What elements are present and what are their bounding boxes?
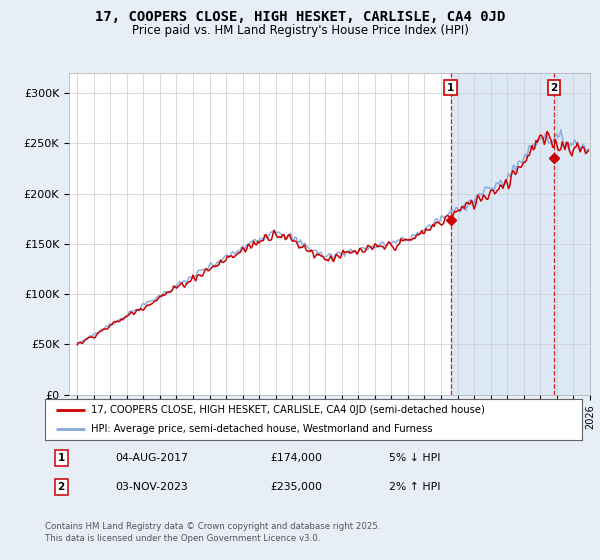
Text: 5% ↓ HPI: 5% ↓ HPI: [389, 454, 440, 464]
Text: HPI: Average price, semi-detached house, Westmorland and Furness: HPI: Average price, semi-detached house,…: [91, 424, 432, 433]
Text: Contains HM Land Registry data © Crown copyright and database right 2025.
This d: Contains HM Land Registry data © Crown c…: [45, 522, 380, 543]
Text: 17, COOPERS CLOSE, HIGH HESKET, CARLISLE, CA4 0JD (semi-detached house): 17, COOPERS CLOSE, HIGH HESKET, CARLISLE…: [91, 405, 485, 415]
Text: 1: 1: [447, 83, 454, 93]
Text: 2: 2: [550, 83, 557, 93]
Text: 2: 2: [58, 482, 65, 492]
Text: £235,000: £235,000: [271, 482, 323, 492]
Text: 04-AUG-2017: 04-AUG-2017: [115, 454, 188, 464]
Text: 03-NOV-2023: 03-NOV-2023: [115, 482, 188, 492]
Text: £174,000: £174,000: [271, 454, 323, 464]
Text: 1: 1: [58, 454, 65, 464]
Text: 17, COOPERS CLOSE, HIGH HESKET, CARLISLE, CA4 0JD: 17, COOPERS CLOSE, HIGH HESKET, CARLISLE…: [95, 10, 505, 24]
Text: 2% ↑ HPI: 2% ↑ HPI: [389, 482, 440, 492]
Text: Price paid vs. HM Land Registry's House Price Index (HPI): Price paid vs. HM Land Registry's House …: [131, 24, 469, 37]
Bar: [451, 73, 600, 395]
